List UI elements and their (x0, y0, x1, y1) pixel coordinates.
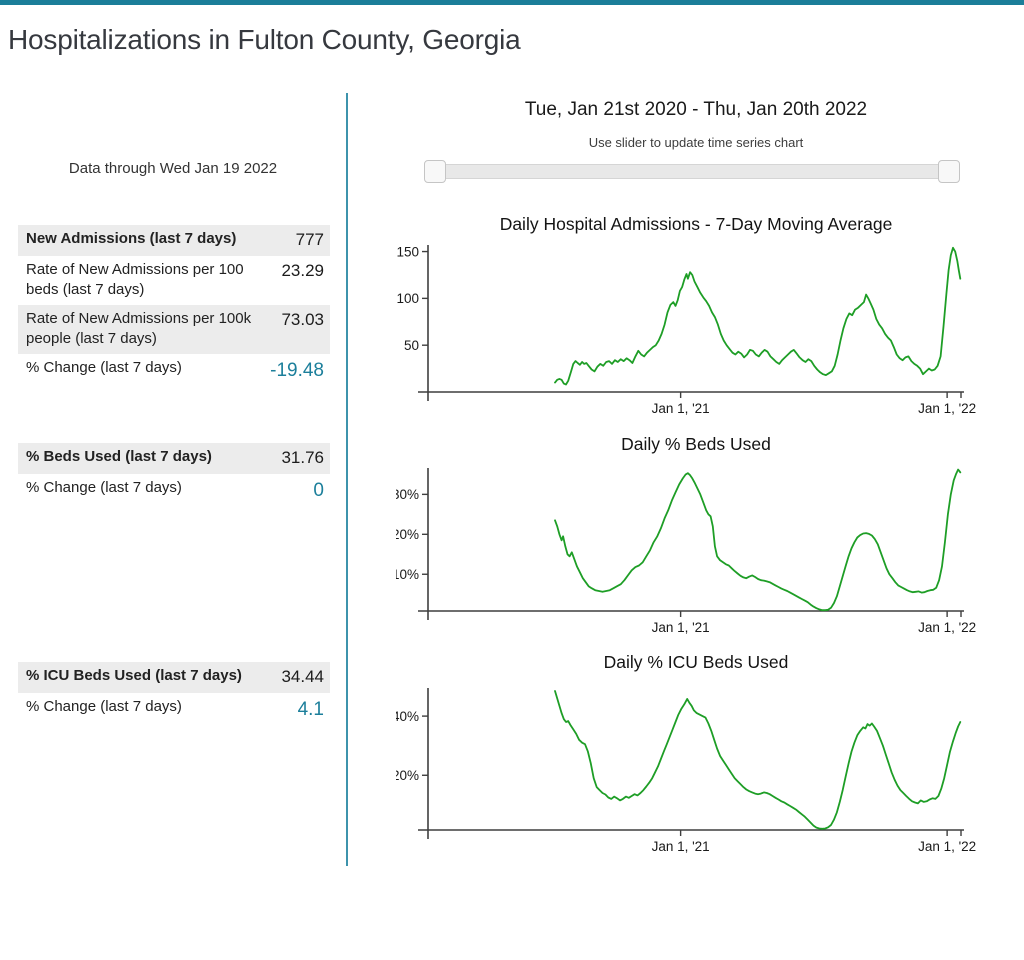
stat-label: % Change (last 7 days) (26, 358, 182, 376)
stat-row: New Admissions (last 7 days) 777 (18, 225, 330, 257)
vertical-divider (346, 93, 348, 866)
x-tick-label: Jan 1, '21 (652, 401, 710, 416)
series-line (554, 468, 962, 612)
chart-daily-admissions: Daily Hospital Admissions - 7-Day Moving… (396, 208, 996, 420)
stat-label: New Admissions (last 7 days) (26, 230, 237, 247)
stat-label: % Change (last 7 days) (26, 479, 182, 497)
y-tick-label: 50 (404, 338, 419, 353)
stat-row: % Change (last 7 days) 0 (18, 474, 330, 508)
x-tick-label: Jan 1, '22 (918, 620, 976, 635)
beds-used-line-chart: 10% 20% 30% Jan 1, '21 Jan 1, '22 (396, 468, 976, 635)
stat-row: % ICU Beds Used (last 7 days) 34.44 (18, 662, 330, 694)
chart-title: Daily % ICU Beds Used (603, 652, 789, 672)
y-tick-label: 150 (396, 244, 419, 259)
x-tick-label: Jan 1, '21 (652, 620, 710, 635)
stat-row: % Change (last 7 days) 4.1 (18, 693, 330, 727)
series-line (554, 246, 962, 386)
slider-handle-start[interactable] (424, 160, 446, 183)
stat-value: 23.29 (281, 261, 324, 281)
slider-handle-end[interactable] (938, 160, 960, 183)
stat-value: 4.1 (297, 699, 324, 721)
date-range-title: Tue, Jan 21st 2020 - Thu, Jan 20th 2022 (524, 99, 868, 120)
data-through-label: Data through Wed Jan 19 2022 (68, 160, 278, 177)
chart-percent-beds-used: Daily % Beds Used 10% 20% 30% Jan 1, '21 Jan… (396, 428, 996, 640)
stat-label: Rate of New Admissions per 100k people (… (26, 310, 252, 347)
chart-title: Daily % Beds Used (621, 434, 771, 454)
stat-row: Rate of New Admissions per 100 beds (las… (18, 256, 330, 305)
chart-title: Daily Hospital Admissions - 7-Day Moving… (499, 214, 893, 234)
stat-value: 73.03 (281, 310, 324, 330)
slider-hint: Use slider to update time series chart (588, 135, 804, 150)
stat-value: -19.48 (270, 359, 324, 381)
slider-track[interactable] (428, 164, 960, 179)
y-tick-label: 40% (396, 709, 419, 724)
stat-label: % ICU Beds Used (last 7 days) (26, 667, 242, 684)
time-range-slider[interactable] (396, 156, 996, 186)
stat-table-2: % ICU Beds Used (last 7 days) 34.44 % Chan… (18, 662, 330, 728)
stat-table-1: % Beds Used (last 7 days) 31.76 % Change (… (18, 443, 330, 509)
x-tick-label: Jan 1, '21 (652, 839, 710, 854)
stat-value: 777 (295, 230, 324, 249)
page-title: Hospitalizations in Fulton County, Georg… (8, 24, 521, 55)
icu-beds-used-line-chart: 20% 40% Jan 1, '21 Jan 1, '22 (396, 688, 976, 854)
stat-label: % Beds Used (last 7 days) (26, 448, 212, 465)
stat-row: Rate of New Admissions per 100k people (… (18, 305, 330, 354)
y-tick-label: 30% (396, 487, 419, 502)
stat-value: 0 (313, 480, 324, 502)
y-tick-label: 100 (396, 291, 419, 306)
x-tick-label: Jan 1, '22 (918, 401, 976, 416)
stat-table-0: New Admissions (last 7 days) 777 Rate of N… (18, 225, 330, 388)
stat-row: % Change (last 7 days) -19.48 (18, 354, 330, 388)
top-accent-bar (0, 0, 1024, 5)
x-tick-label: Jan 1, '22 (918, 839, 976, 854)
admissions-line-chart: 50 100 150 Jan 1, '21 Jan 1, '22 (396, 244, 976, 416)
y-tick-label: 10% (396, 567, 419, 582)
stat-label: Rate of New Admissions per 100 beds (las… (26, 261, 244, 299)
stat-value: 34.44 (281, 667, 324, 686)
chart-percent-icu-beds-used: Daily % ICU Beds Used 20% 40% Jan 1, '21 Ja… (396, 646, 996, 858)
stat-label: % Change (last 7 days) (26, 698, 182, 716)
stat-value: 31.76 (281, 448, 324, 467)
series-line (554, 690, 962, 830)
y-tick-label: 20% (396, 527, 419, 542)
stat-row: % Beds Used (last 7 days) 31.76 (18, 443, 330, 475)
y-tick-label: 20% (396, 768, 419, 783)
